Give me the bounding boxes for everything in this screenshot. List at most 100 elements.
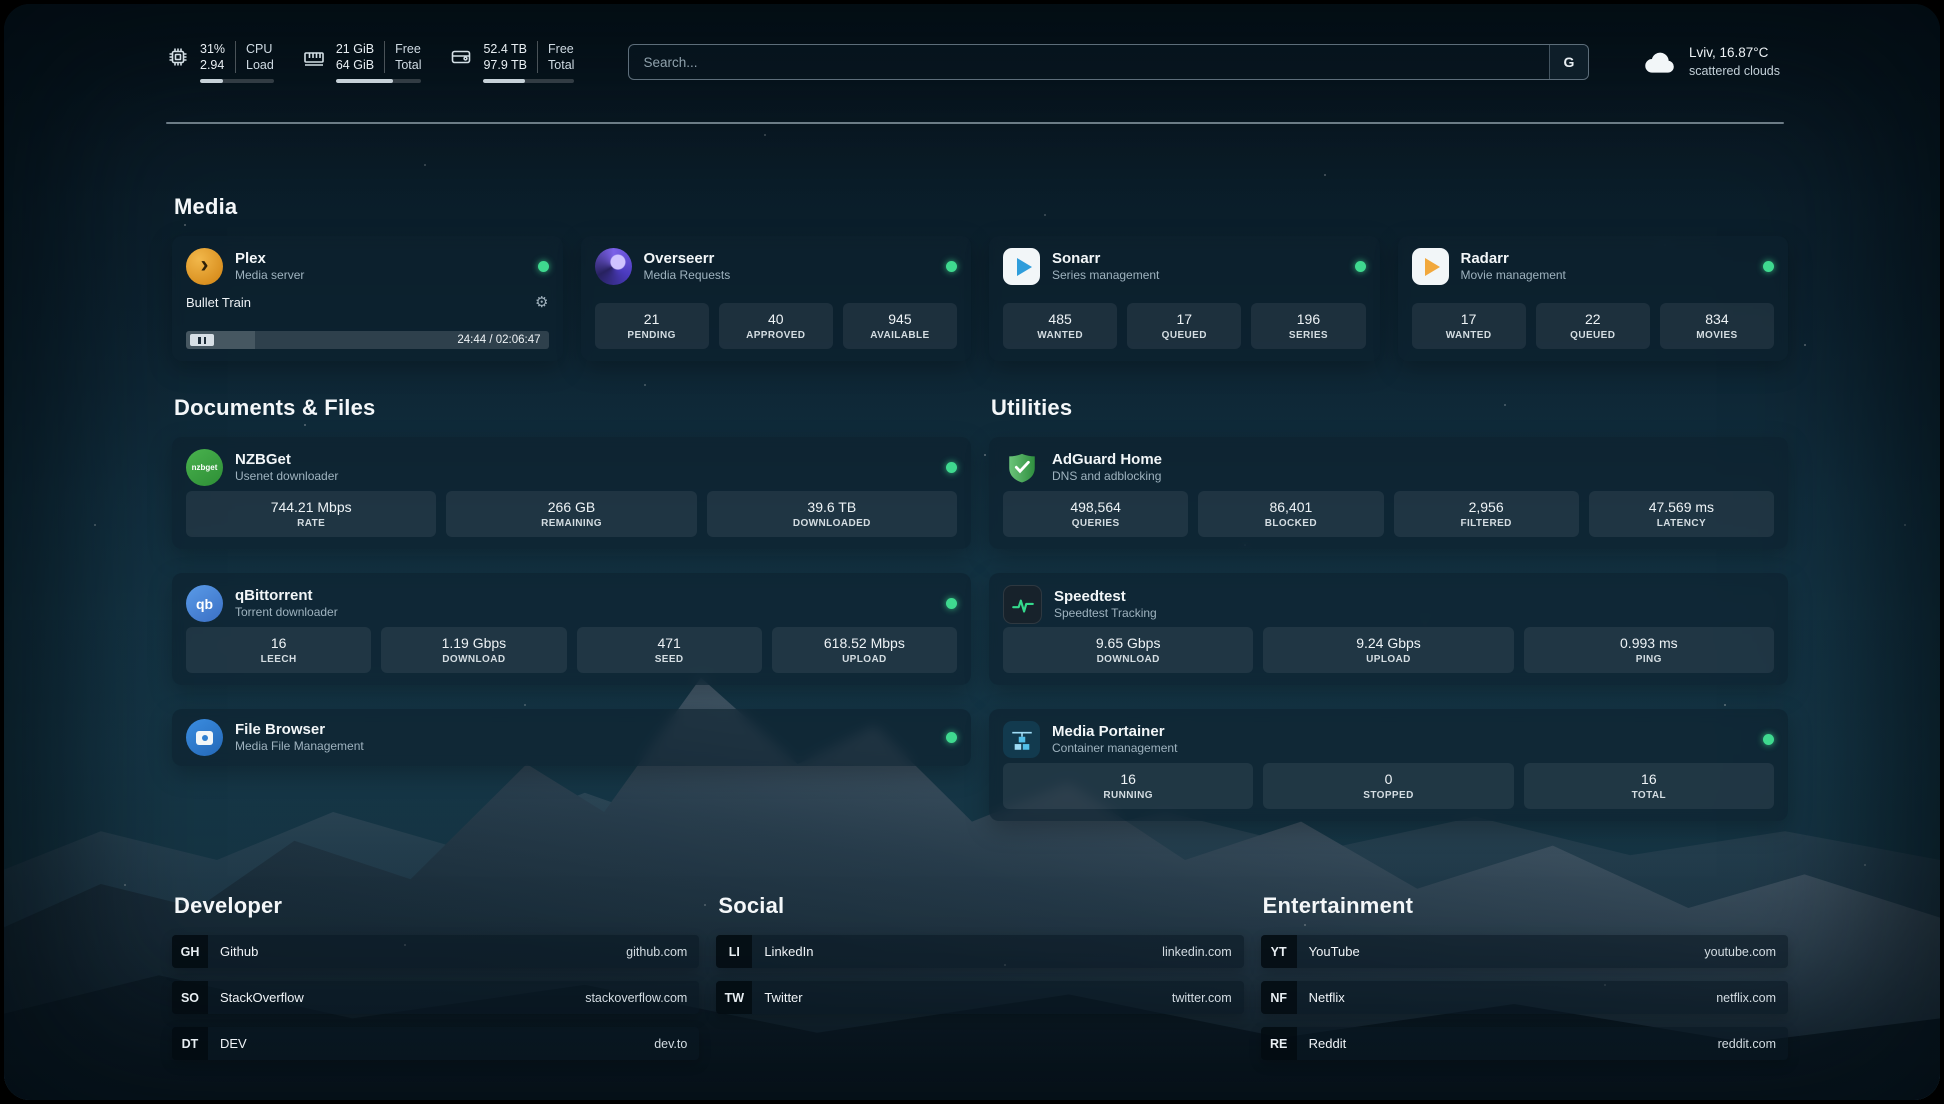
stats-row: 498,564 QUERIES 86,401 BLOCKED 2,956 FIL… — [1003, 491, 1774, 537]
service-subtitle: Torrent downloader — [235, 605, 338, 620]
stat-value: 744.21 Mbps — [270, 499, 352, 515]
bookmark-domain: twitter.com — [1171, 990, 1232, 1005]
overseerr-card[interactable]: Overseerr Media Requests 21 PENDING 40 A… — [580, 236, 971, 361]
bookmark-link[interactable]: LI LinkedIn linkedin.com — [716, 935, 1244, 968]
sonarr-card[interactable]: Sonarr Series management 485 WANTED 17 Q… — [989, 236, 1380, 361]
gear-icon[interactable]: ⚙ — [535, 294, 549, 311]
bookmark-name: YouTube — [1308, 944, 1360, 959]
stat-label: QUEUED — [1161, 330, 1207, 341]
bookmark-abbr: RE — [1260, 1027, 1297, 1060]
service-name: Radarr — [1460, 249, 1509, 267]
status-dot — [946, 598, 957, 609]
qbittorrent-icon: qb — [186, 585, 223, 622]
utilities-column: Utilities — [989, 395, 1788, 821]
developer-column: Developer GH Github github.com SO StackO… — [172, 893, 700, 1060]
stat-value: 40 — [767, 311, 784, 327]
stats-row: 485 WANTED 17 QUEUED 196 SERIES — [1003, 303, 1366, 349]
plex-card[interactable]: › Plex Media server Bullet Train ⚙ 24:44… — [172, 236, 563, 361]
search-engine-button[interactable]: G — [1548, 45, 1588, 79]
service-subtitle: DNS and adblocking — [1052, 469, 1162, 484]
stat-label: PENDING — [627, 330, 676, 341]
portainer-card[interactable]: Media Portainer Container management 16 … — [989, 709, 1788, 821]
stat-value: 9.65 Gbps — [1095, 635, 1161, 651]
cpu-icon — [169, 48, 187, 66]
bookmark-abbr: YT — [1260, 935, 1297, 968]
social-column: Social LI LinkedIn linkedin.com TW Twitt… — [716, 893, 1244, 1060]
stat-label: AVAILABLE — [870, 330, 930, 341]
bookmark-domain: stackoverflow.com — [585, 990, 688, 1005]
stats-row: 17 WANTED 22 QUEUED 834 MOVIES — [1411, 303, 1775, 349]
disk-metric: 52.4 TB 97.9 TB Free Total — [449, 40, 575, 84]
stat-label: UPLOAD — [1366, 654, 1411, 665]
stat-value: 498,564 — [1070, 499, 1121, 515]
bookmark-link[interactable]: GH Github github.com — [172, 935, 700, 968]
stat-value: 16 — [1120, 771, 1136, 787]
radarr-card[interactable]: Radarr Movie management 17 WANTED 22 QUE… — [1397, 236, 1788, 361]
dashboard-screen: 31% 2.94 CPU Load 21 GiB — [4, 4, 1940, 1100]
stat-value: 86,401 — [1269, 499, 1313, 515]
bookmark-abbr: LI — [716, 935, 753, 968]
bookmark-name: StackOverflow — [220, 990, 304, 1005]
speedtest-card[interactable]: Speedtest Speedtest Tracking 9.65 Gbps D… — [989, 573, 1788, 685]
stat-box: 485 WANTED — [1003, 303, 1118, 349]
filebrowser-card[interactable]: File Browser Media File Management — [172, 709, 971, 766]
stat-value: 266 GB — [547, 499, 596, 515]
stat-value: 485 — [1048, 311, 1072, 327]
stat-label: REMAINING — [541, 518, 602, 529]
memory-total-label: Total — [395, 58, 422, 72]
bookmark-link[interactable]: RE Reddit reddit.com — [1260, 1027, 1788, 1060]
stat-label: FILTERED — [1460, 518, 1512, 529]
weather-location: Lviv, 16.87°C — [1688, 45, 1769, 61]
service-name: Sonarr — [1052, 249, 1101, 267]
now-playing-title: Bullet Train — [186, 295, 252, 310]
media-cards-row: › Plex Media server Bullet Train ⚙ 24:44… — [172, 236, 1788, 361]
filebrowser-icon — [186, 719, 223, 756]
bookmark-name: Netflix — [1308, 990, 1345, 1005]
bookmark-link[interactable]: DT DEV dev.to — [172, 1027, 700, 1060]
bookmark-name: Twitter — [764, 990, 803, 1005]
status-dot — [1763, 734, 1774, 745]
stat-value: 21 — [643, 311, 660, 327]
stat-box: 21 PENDING — [594, 303, 709, 349]
stat-box: 744.21 Mbps RATE — [186, 491, 437, 537]
stat-label: UPLOAD — [842, 654, 887, 665]
playback-progress-bar[interactable]: 24:44 / 02:06:47 — [186, 331, 549, 349]
bookmark-domain: linkedin.com — [1162, 944, 1232, 959]
stat-label: LATENCY — [1656, 518, 1707, 529]
service-name: qBittorrent — [235, 586, 313, 604]
bookmark-link[interactable]: SO StackOverflow stackoverflow.com — [172, 981, 700, 1014]
stats-row: 9.65 Gbps DOWNLOAD 9.24 Gbps UPLOAD 0.99… — [1003, 627, 1774, 673]
dashboard-content: Media › Plex Media server Bullet Train ⚙ — [172, 194, 1788, 1060]
stat-label: DOWNLOAD — [442, 654, 506, 665]
service-subtitle: Usenet downloader — [235, 469, 339, 484]
cpu-percent: 31% — [200, 41, 226, 56]
service-name: NZBGet — [235, 450, 291, 468]
stat-label: DOWNLOADED — [792, 518, 871, 529]
top-bar: 31% 2.94 CPU Load 21 GiB — [166, 34, 1780, 90]
adguard-card[interactable]: AdGuard Home DNS and adblocking 498,564 … — [989, 437, 1788, 549]
stat-label: QUERIES — [1071, 518, 1120, 529]
disk-total-label: Total — [548, 58, 575, 72]
search-input[interactable] — [629, 54, 1549, 70]
nzbget-icon: nzbget — [186, 449, 223, 486]
bookmark-abbr: GH — [172, 935, 208, 968]
status-dot — [946, 462, 957, 473]
stat-value: 196 — [1296, 311, 1321, 327]
search-bar: G — [628, 44, 1589, 80]
stat-box: 22 QUEUED — [1535, 303, 1650, 349]
stat-label: STOPPED — [1363, 790, 1414, 801]
status-dot — [946, 732, 957, 743]
stat-box: 40 APPROVED — [718, 303, 833, 349]
disk-progress-bar — [483, 79, 575, 84]
stat-box: 86,401 BLOCKED — [1198, 491, 1384, 537]
nzbget-card[interactable]: nzbget NZBGet Usenet downloader 744.21 M… — [172, 437, 971, 549]
bookmark-link[interactable]: NF Netflix netflix.com — [1260, 981, 1788, 1014]
bookmark-link[interactable]: TW Twitter twitter.com — [716, 981, 1244, 1014]
stat-label: QUEUED — [1570, 330, 1616, 341]
bookmark-abbr: TW — [716, 981, 753, 1014]
disk-total-value: 97.9 TB — [483, 58, 528, 72]
qbittorrent-card[interactable]: qb qBittorrent Torrent downloader 16 LEE… — [172, 573, 971, 685]
stat-box: 9.24 Gbps UPLOAD — [1263, 627, 1514, 673]
stat-value: 17 — [1176, 311, 1193, 327]
bookmark-link[interactable]: YT YouTube youtube.com — [1260, 935, 1788, 968]
